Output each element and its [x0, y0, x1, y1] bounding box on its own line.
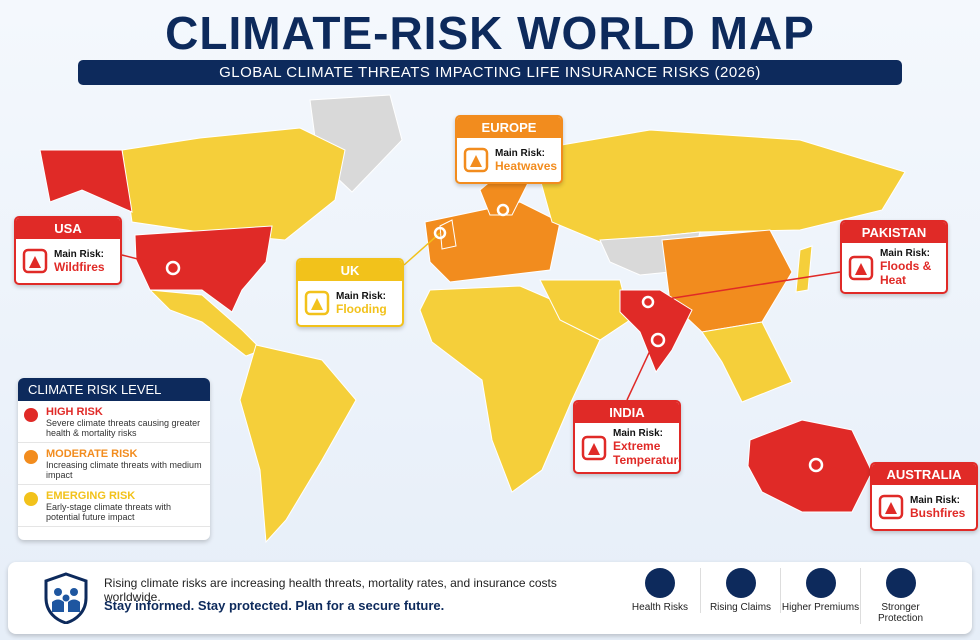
legend-swatch: [24, 492, 38, 506]
footer-icon: Rising Claims: [700, 568, 780, 613]
callout-label: Main Risk:: [495, 147, 546, 159]
footer-icon: Health Risks: [620, 568, 700, 613]
subtitle: GLOBAL CLIMATE THREATS IMPACTING LIFE IN…: [78, 60, 902, 85]
callout-region: PAKISTAN: [842, 222, 946, 243]
callout-risk: Wildfires: [54, 259, 105, 274]
legend-title: CLIMATE RISK LEVEL: [18, 378, 210, 401]
legend-text: EMERGING RISK Early-stage climate threats…: [46, 490, 204, 522]
icon-label: Health Risks: [631, 602, 689, 613]
callout-risk: Floods & Heat: [880, 259, 932, 287]
callout: USA Main Risk: Wildfires: [14, 216, 122, 285]
callout-body: Main Risk: Flooding: [298, 281, 402, 325]
risk-icon: [22, 248, 48, 274]
callout-region: EUROPE: [457, 117, 561, 138]
callout-text: Main Risk: Bushfires: [910, 495, 965, 520]
callout-region: AUSTRALIA: [872, 464, 976, 485]
risk-icon: [463, 147, 489, 173]
legend-description: Early-stage climate threats with potenti…: [46, 502, 172, 522]
family-shield-icon: [44, 572, 88, 624]
legend-item: MODERATE RISK Increasing climate threats …: [18, 443, 210, 485]
risk-icon: [848, 255, 874, 280]
risk-icon: [304, 290, 330, 316]
callout: EUROPE Main Risk: Heatwaves: [455, 115, 563, 184]
title: CLIMATE-RISK WORLD MAP: [165, 7, 815, 59]
callout-body: Main Risk: Wildfires: [16, 239, 120, 283]
callout-text: Main Risk:Extreme Temperatures: [613, 428, 679, 467]
legend: CLIMATE RISK LEVEL HIGH RISK Severe clima…: [18, 378, 210, 540]
legend-name: MODERATE RISK: [46, 448, 138, 460]
legend-name: EMERGING RISK: [46, 490, 136, 502]
callout-body: Main Risk: Bushfires: [872, 485, 976, 529]
icon-circle: [885, 568, 916, 598]
callout-label: Main Risk:: [880, 248, 931, 259]
callout-text: Main Risk: Wildfires: [54, 249, 105, 274]
footer-icon: Higher Premiums: [780, 568, 860, 613]
callout-icon: [876, 490, 906, 524]
legend-item: HIGH RISK Severe climate threats causing …: [18, 401, 210, 443]
callout-region: USA: [16, 218, 120, 239]
icon-circle: [805, 568, 836, 598]
callout: PAKISTAN Main Risk: Floods & Heat: [840, 220, 948, 294]
footer-tagline: Stay informed. Stay protected. Plan for …: [104, 598, 445, 613]
callout-body: Main Risk: Heatwaves: [457, 138, 561, 182]
callout: AUSTRALIA Main Risk: Bushfires: [870, 462, 978, 531]
legend-description: Increasing climate threats with medium i…: [46, 460, 202, 480]
risk-icon: [878, 494, 904, 520]
callout-text: Main Risk: Heatwaves: [495, 148, 557, 173]
callout-risk: Flooding: [336, 301, 387, 316]
icon-label: Stronger Protection: [877, 602, 924, 624]
callout-body: Main Risk:Extreme Temperatures: [575, 423, 679, 472]
legend-text: MODERATE RISK Increasing climate threats …: [46, 448, 204, 480]
callout-icon: [461, 143, 491, 177]
icon-label: Rising Claims: [709, 602, 772, 613]
callout-label: Main Risk:: [910, 494, 961, 506]
callout-icon: [846, 251, 876, 285]
callout: UK Main Risk: Flooding: [296, 258, 404, 327]
legend-name: HIGH RISK: [46, 406, 103, 418]
callout-body: Main Risk: Floods & Heat: [842, 243, 946, 292]
legend-item: EMERGING RISK Early-stage climate threats…: [18, 485, 210, 527]
legend-swatch: [24, 408, 38, 422]
footer-message: Rising climate risks are increasing heal…: [104, 576, 557, 604]
footer: Rising climate risks are increasing heal…: [8, 562, 972, 634]
icon-label: Higher Premiums: [781, 602, 860, 613]
callout-risk: Bushfires: [910, 505, 966, 520]
callout-text: Main Risk: Flooding: [336, 291, 387, 316]
callout-icon: [20, 244, 50, 278]
icon-circle: [725, 568, 756, 598]
callout-text: Main Risk: Floods & Heat: [880, 248, 942, 287]
callout-risk: Extreme Temperatures: [613, 439, 679, 467]
legend-swatch: [24, 450, 38, 464]
callout-risk: Heatwaves: [495, 158, 558, 173]
callout-region: UK: [298, 260, 402, 281]
legend-description: Severe climate threats causing greater h…: [46, 418, 201, 438]
callout-label: Main Risk:: [54, 248, 105, 260]
icon-circle: [645, 568, 675, 598]
callout-icon: [302, 286, 332, 320]
callout-label: Main Risk:: [336, 290, 387, 302]
callout-icon: [579, 431, 609, 465]
callout-region: INDIA: [575, 402, 679, 423]
footer-icon: Stronger Protection: [860, 568, 940, 624]
callout-label: Main Risk:: [613, 428, 664, 439]
legend-text: HIGH RISK Severe climate threats causing …: [46, 406, 204, 438]
legend-items: HIGH RISK Severe climate threats causing …: [18, 401, 210, 527]
risk-icon: [581, 435, 607, 460]
callout: INDIA Main Risk:Extreme Temperatures: [573, 400, 681, 474]
